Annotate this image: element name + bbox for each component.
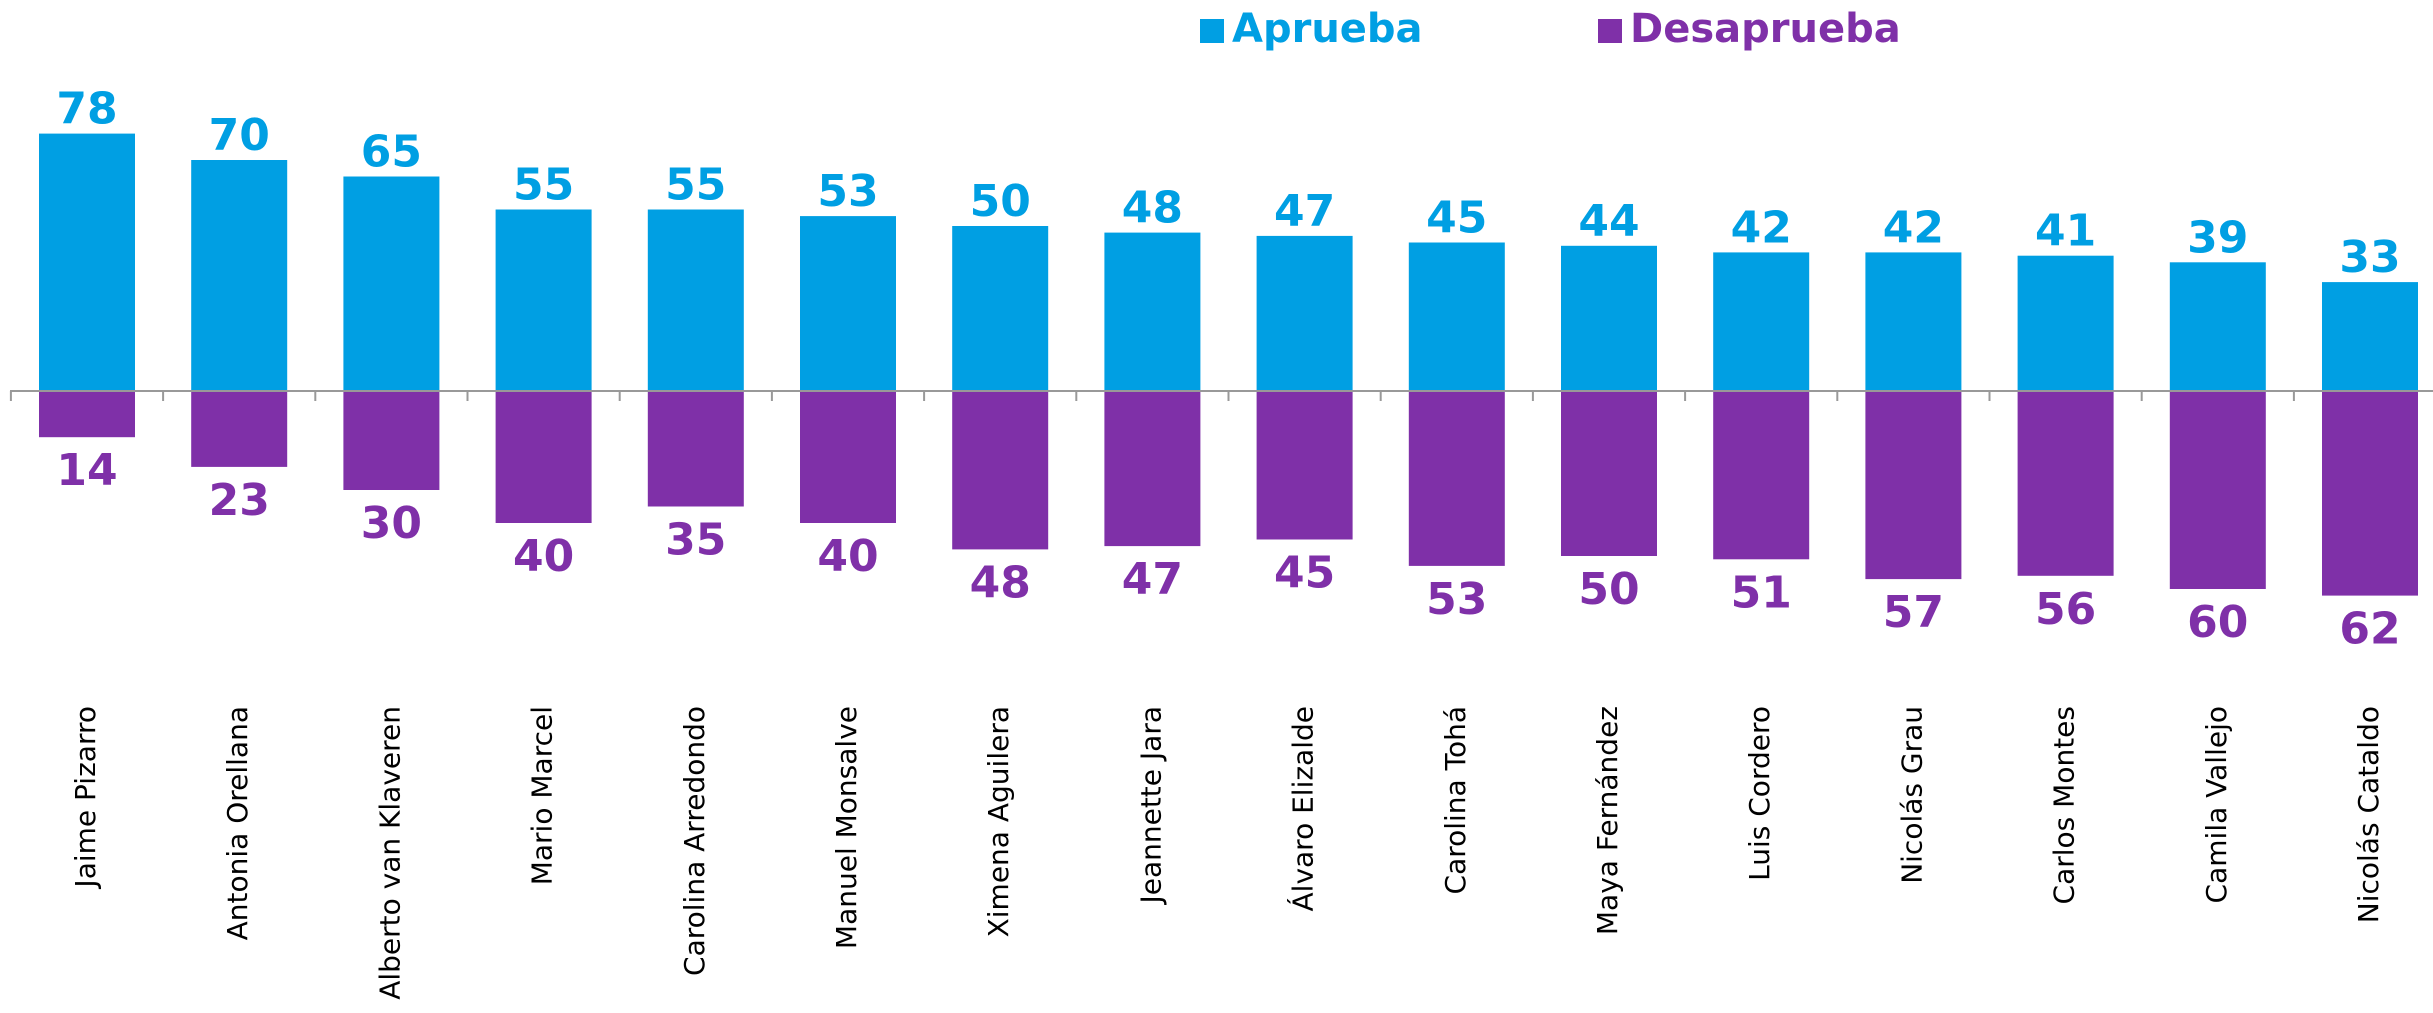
value-label: 55 xyxy=(665,160,726,211)
bar xyxy=(191,391,288,467)
bar xyxy=(1561,391,1657,556)
value-label: 40 xyxy=(817,531,878,582)
value-label: 33 xyxy=(2339,232,2400,283)
bar xyxy=(2017,255,2114,391)
value-label: 41 xyxy=(2035,206,2096,257)
value-label: 53 xyxy=(817,166,878,217)
value-label: 42 xyxy=(1731,202,1792,253)
value-label: 57 xyxy=(1883,587,1944,638)
value-label: 23 xyxy=(209,475,270,526)
bar xyxy=(343,176,440,391)
value-label: 50 xyxy=(970,176,1031,227)
value-label: 45 xyxy=(1426,193,1487,244)
value-label: 56 xyxy=(2035,584,2096,635)
value-label: 47 xyxy=(1274,186,1335,237)
x-tick-label: Nicolás Grau xyxy=(1895,706,1928,884)
bar xyxy=(1104,232,1201,391)
bar xyxy=(39,391,135,438)
value-label: 14 xyxy=(56,445,117,496)
x-tick-label: Manuel Monsalve xyxy=(830,706,863,949)
value-label: 39 xyxy=(2187,212,2248,263)
bar xyxy=(2169,391,2266,589)
bar xyxy=(1713,252,1810,391)
bar xyxy=(191,160,288,391)
value-label: 35 xyxy=(665,515,726,566)
bar xyxy=(2322,282,2418,391)
x-tick-label: Mario Marcel xyxy=(526,706,559,885)
value-label: 62 xyxy=(2339,604,2400,655)
x-tick-label: Antonia Orellana xyxy=(221,706,254,940)
value-label: 53 xyxy=(1426,574,1487,625)
bar xyxy=(1865,252,1962,391)
bar xyxy=(1408,242,1505,391)
bar xyxy=(647,391,744,507)
x-tick-label: Nicolás Cataldo xyxy=(2352,706,2385,923)
value-label: 45 xyxy=(1274,548,1335,599)
x-tick-label: Carlos Montes xyxy=(2048,706,2081,904)
x-tick-label: Jaime Pizarro xyxy=(69,706,102,890)
value-label: 55 xyxy=(513,160,574,211)
value-label: 51 xyxy=(1731,567,1792,618)
bar xyxy=(1408,391,1505,566)
legend-label: Aprueba xyxy=(1232,6,1423,52)
x-tick-label: Luis Cordero xyxy=(1743,706,1776,881)
bar xyxy=(952,391,1049,550)
x-tick-label: Carolina Arredondo xyxy=(678,706,711,976)
x-tick-label: Alberto van Klaveren xyxy=(373,706,406,1000)
value-label: 65 xyxy=(361,127,422,178)
x-tick-label: Camila Vallejo xyxy=(2200,706,2233,903)
value-label: 50 xyxy=(1578,564,1639,615)
bar xyxy=(1256,235,1353,391)
x-tick-label: Maya Fernández xyxy=(1591,706,1624,935)
value-label: 30 xyxy=(361,498,422,549)
bar xyxy=(2017,391,2114,576)
value-label: 60 xyxy=(2187,597,2248,648)
bar xyxy=(1713,391,1810,560)
bar xyxy=(1256,391,1353,540)
bar xyxy=(39,133,135,391)
value-label: 44 xyxy=(1578,196,1639,247)
bar xyxy=(2169,262,2266,391)
value-label: 48 xyxy=(1122,183,1183,234)
value-label: 78 xyxy=(56,84,117,135)
legend-swatch xyxy=(1598,19,1622,43)
value-label: 47 xyxy=(1122,554,1183,605)
legend-label: Desaprueba xyxy=(1630,6,1901,52)
value-label: 42 xyxy=(1883,202,1944,253)
bar xyxy=(495,391,592,523)
bar xyxy=(800,391,896,523)
bar xyxy=(952,226,1049,391)
value-label: 48 xyxy=(970,557,1031,608)
legend-swatch xyxy=(1200,19,1224,43)
value-label: 70 xyxy=(209,110,270,161)
bar xyxy=(1561,245,1657,391)
value-label: 40 xyxy=(513,531,574,582)
bar xyxy=(647,209,744,391)
x-tick-label: Ximena Aguilera xyxy=(982,706,1015,937)
x-tick-label: Jeannette Jara xyxy=(1134,706,1167,906)
bar xyxy=(2322,391,2418,596)
bar xyxy=(1865,391,1962,580)
bar xyxy=(343,391,440,490)
bar xyxy=(800,216,896,391)
x-tick-label: Carolina Tohá xyxy=(1439,706,1472,894)
bar xyxy=(1104,391,1201,547)
x-tick-label: Álvaro Elizalde xyxy=(1286,706,1320,911)
bar xyxy=(495,209,592,391)
